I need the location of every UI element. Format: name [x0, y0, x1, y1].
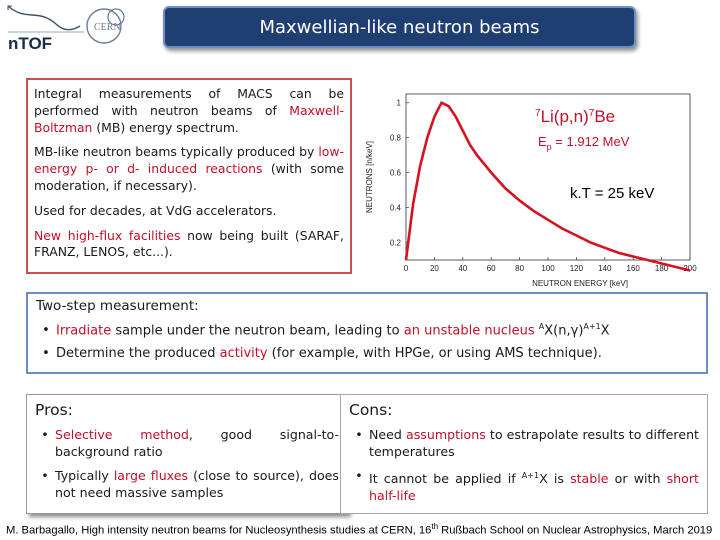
cons-heading: Cons:	[349, 401, 393, 419]
x-tick-label: 0	[404, 264, 409, 273]
x-tick-label: 140	[598, 264, 612, 273]
logos: CERN nTOF	[4, 2, 154, 53]
y-tick-label: 0.2	[390, 239, 402, 248]
pros-box: Pros: • Selective method, good signal-to…	[26, 394, 348, 514]
list-item: • Determine the produced activity (for e…	[36, 346, 698, 361]
list-item: • Irradiate sample under the neutron bea…	[36, 322, 698, 338]
list-item: • Selective method, good signal-to-backg…	[35, 427, 339, 460]
y-tick-label: 0.4	[390, 204, 402, 213]
spectrum-curve	[404, 100, 691, 272]
x-tick-label: 80	[515, 264, 524, 273]
kt-label: k.T = 25 keV	[570, 185, 654, 202]
proton-energy-label: Ep = 1.912 MeV	[538, 134, 630, 152]
x-tick-label: 120	[570, 264, 584, 273]
x-tick-label: 60	[487, 264, 496, 273]
x-tick-label: 20	[430, 264, 439, 273]
reaction-label: 7Li(p,n)7Be	[535, 107, 615, 126]
two-step-heading: Two-step measurement:	[36, 298, 199, 314]
bullet-icon: •	[41, 468, 49, 483]
neutron-spectrum-chart: 0 20 40 60 80 100 120 140 160 180 200 0.2 0.4 0.6 0.8 1…	[358, 80, 708, 292]
x-tick-label: 180	[655, 264, 669, 273]
x-tick-label: 200	[683, 264, 697, 273]
x-tick-label: 40	[458, 264, 467, 273]
bullet-icon: •	[355, 427, 363, 442]
intro-paragraph-2: MB-like neutron beams typically produced…	[34, 144, 344, 193]
intro-paragraph-4: New high-flux facilities now being built…	[34, 227, 344, 260]
list-item: • Typically large fluxes (close to sourc…	[35, 468, 339, 501]
svg-text:CERN: CERN	[94, 22, 121, 33]
svg-text:nTOF: nTOF	[8, 34, 52, 52]
x-tick-label: 160	[627, 264, 641, 273]
list-item: • Need assumptions to estrapolate result…	[349, 427, 699, 460]
x-axis-label: NEUTRON ENERGY [keV]	[532, 279, 628, 288]
bullet-icon: •	[41, 427, 49, 442]
page-title: Maxwellian-like neutron beams	[163, 6, 636, 48]
intro-paragraph-1: Integral measurements of MACS can be per…	[34, 86, 344, 135]
y-tick-label: 0.6	[390, 169, 402, 178]
bullet-icon: •	[42, 323, 50, 339]
x-tick-label: 100	[541, 264, 555, 273]
bullet-icon: •	[355, 468, 363, 483]
page-title-text: Maxwellian-like neutron beams	[259, 16, 540, 38]
pros-heading: Pros:	[35, 401, 73, 419]
list-item: • It cannot be applied if A+1X is stable…	[349, 468, 699, 504]
y-axis-label: NEUTRONS [n/keV]	[365, 141, 374, 213]
y-tick-label: 1	[397, 99, 402, 108]
ntof-cern-logo-icon: CERN nTOF	[7, 5, 125, 53]
intro-paragraph-3: Used for decades, at VdG accelerators.	[34, 202, 277, 218]
neutron-spectrum-svg: 0 20 40 60 80 100 120 140 160 180 200 0.2 0.4 0.6 0.8 1…	[358, 80, 708, 292]
bullet-icon: •	[42, 346, 50, 362]
intro-text-box: Integral measurements of MACS can be per…	[26, 78, 352, 274]
y-tick-label: 0.8	[390, 134, 402, 143]
footer-citation: M. Barbagallo, High intensity neutron be…	[6, 522, 713, 537]
cons-box: Cons: • Need assumptions to estrapolate …	[340, 394, 708, 514]
two-step-measurement-box: Two-step measurement: • Irradiate sample…	[26, 292, 708, 374]
